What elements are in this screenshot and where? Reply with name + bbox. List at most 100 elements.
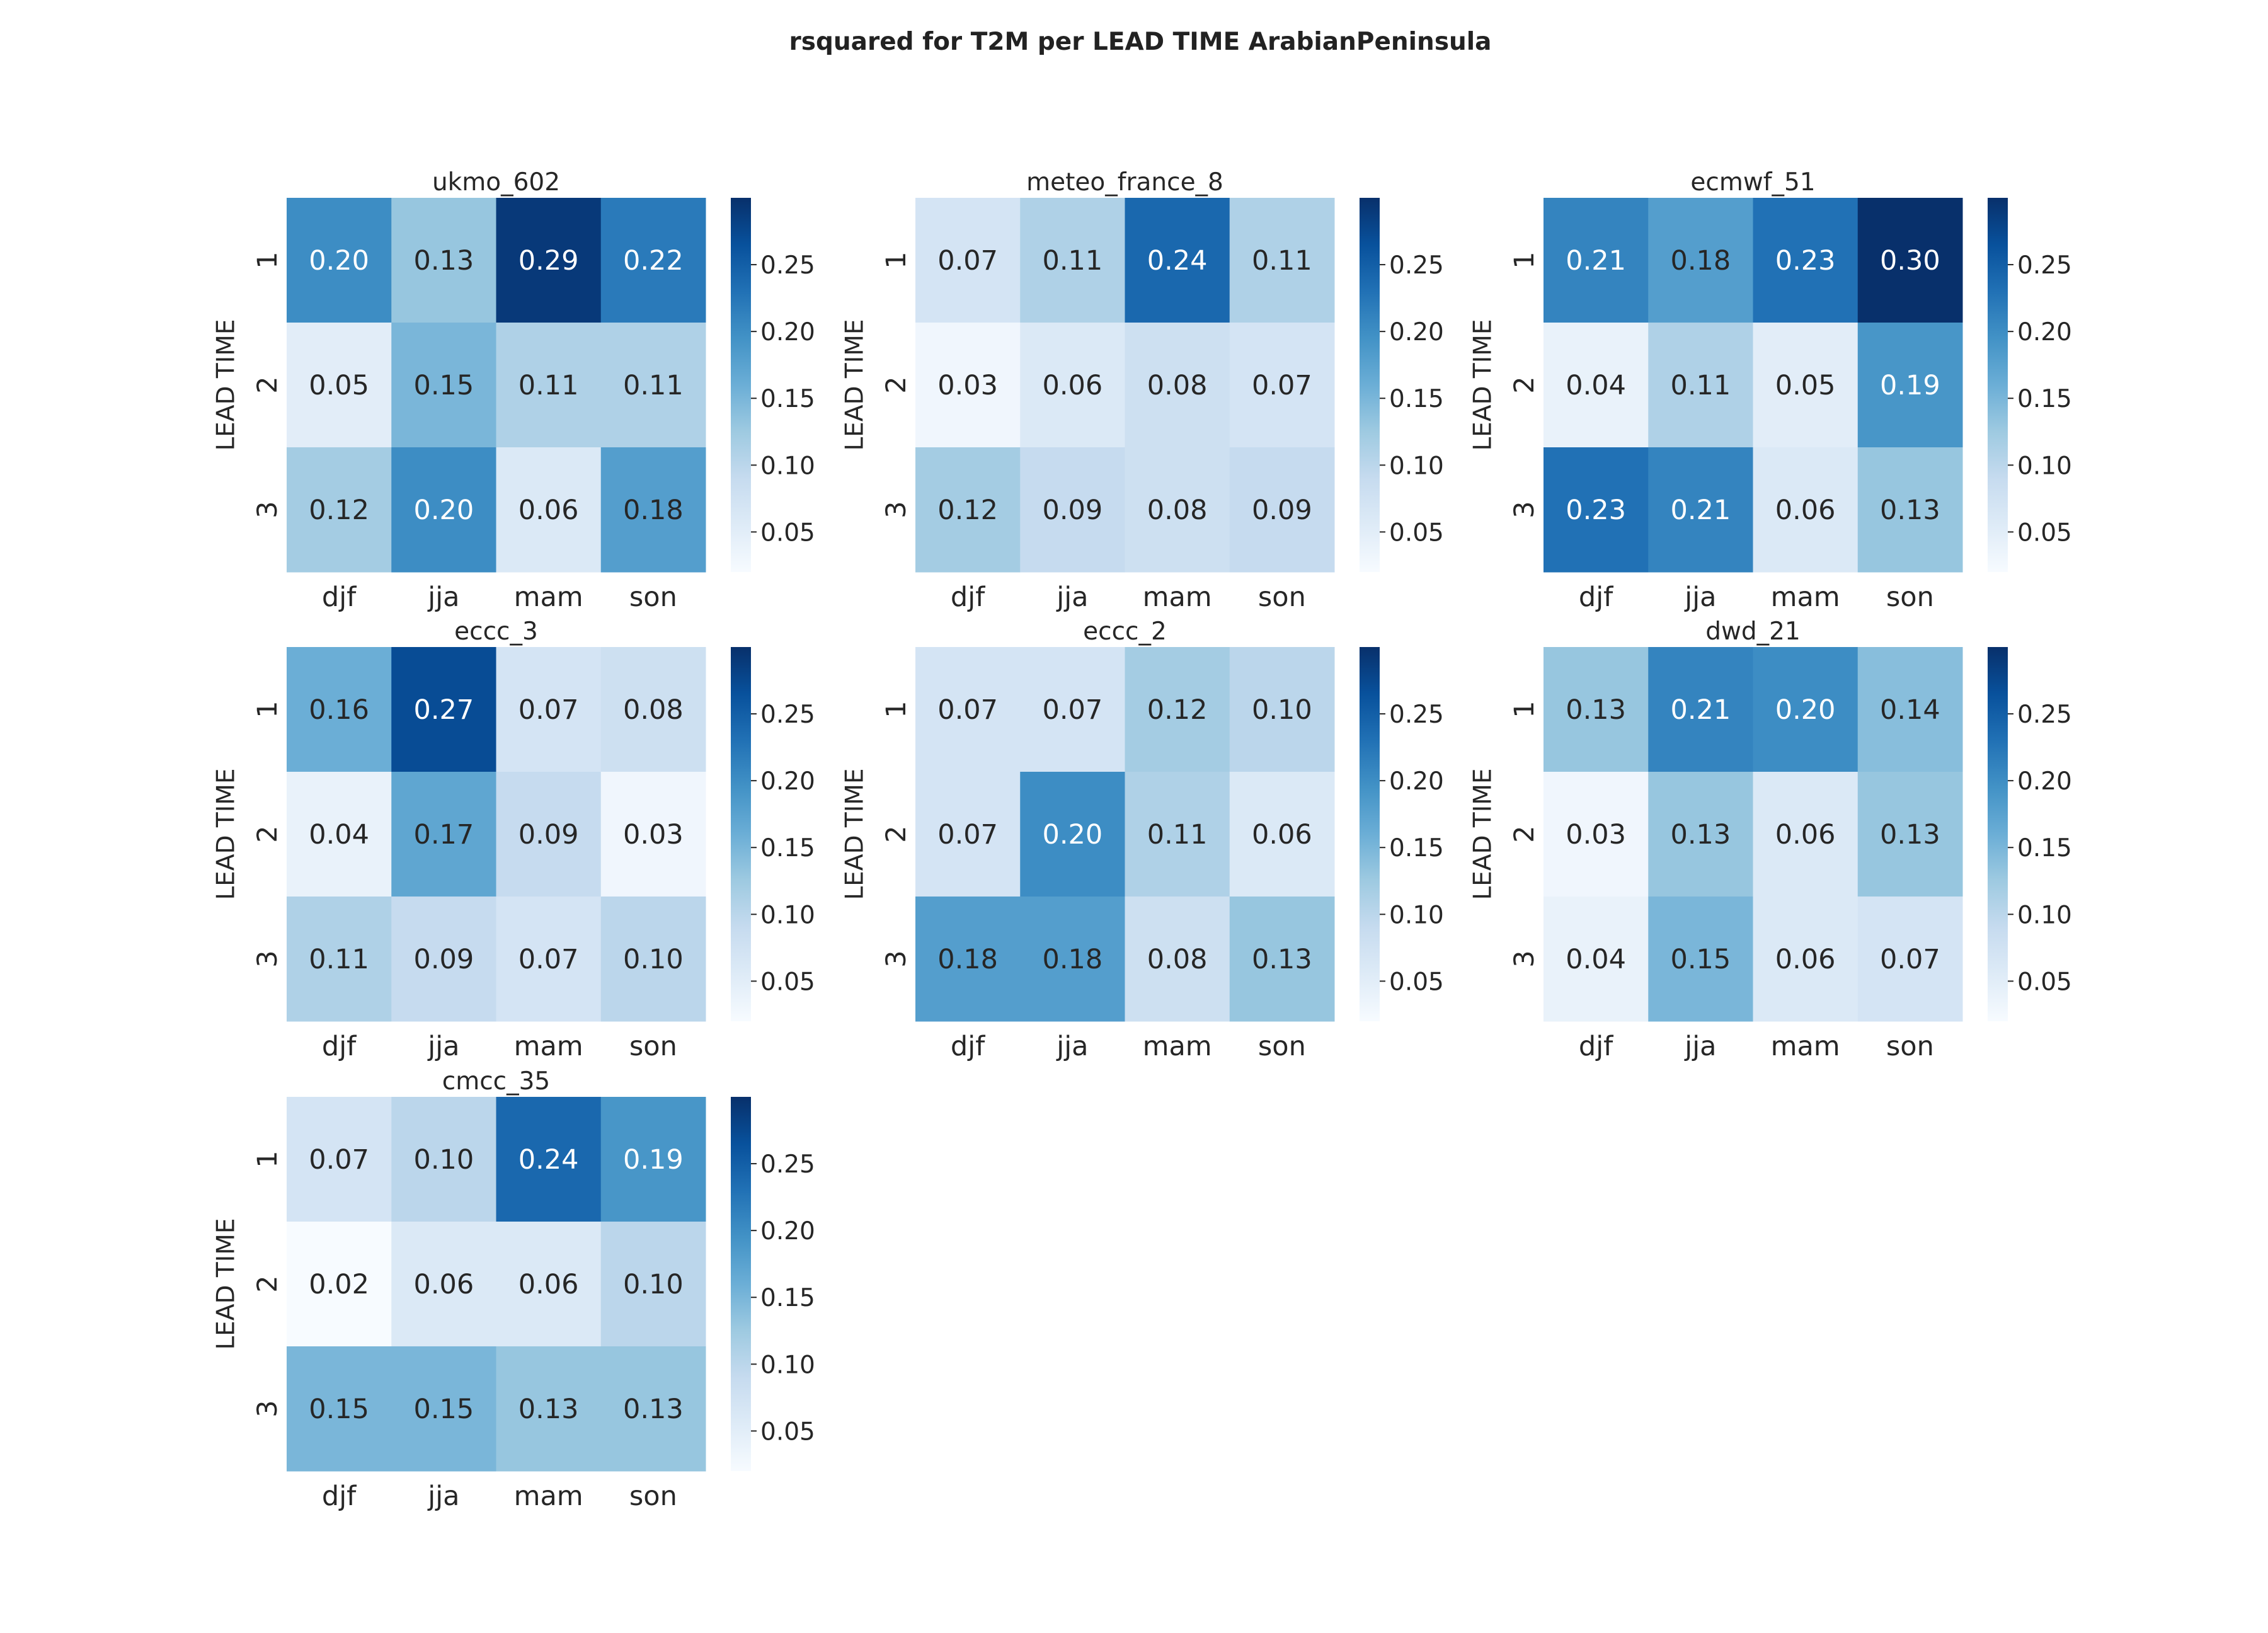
heatmap-cell [1229, 897, 1335, 1022]
heatmap-cell [1648, 772, 1753, 897]
cell-value-label: 0.18 [937, 944, 998, 975]
y-tick-label: 1 [252, 701, 284, 718]
colorbar-tick-label: 0.25 [760, 701, 815, 729]
heatmap-cell [1753, 647, 1858, 772]
heatmap-cell [287, 447, 392, 573]
y-tick-label: 2 [252, 1275, 284, 1292]
cell-value-label: 0.07 [1880, 944, 1940, 975]
heatmap-cell [1125, 447, 1230, 573]
heatmap-panel: ukmo_602 0.20 0.13 0.29 0.22 0.05 0.15 0.11 0.11… [212, 168, 815, 613]
cell-value-label: 0.11 [518, 370, 579, 401]
x-tick-label: djf [1579, 1031, 1613, 1062]
cell-value-label: 0.06 [1775, 819, 1836, 851]
heatmap-cell [391, 897, 496, 1022]
y-tick-label: 3 [252, 950, 284, 967]
cell-value-label: 0.13 [1880, 819, 1940, 851]
heatmap-cell [1857, 897, 1963, 1022]
cell-value-label: 0.04 [1566, 944, 1626, 975]
cell-value-label: 0.21 [1671, 495, 1731, 526]
heatmap-cell [1857, 772, 1963, 897]
cell-value-label: 0.08 [1147, 370, 1208, 401]
heatmap-cell [1753, 772, 1858, 897]
cell-value-label: 0.17 [414, 819, 474, 851]
heatmap-cell [1857, 447, 1963, 573]
heatmap-cell [1544, 323, 1649, 448]
cell-value-label: 0.11 [1043, 245, 1103, 277]
heatmap-cell [287, 1346, 392, 1472]
colorbar-tick-label: 0.25 [2017, 251, 2072, 280]
cell-value-label: 0.07 [937, 819, 998, 851]
y-axis-label: LEAD TIME [212, 319, 241, 450]
heatmap-cell [600, 1222, 706, 1347]
colorbar-tick-label: 0.15 [1389, 385, 1444, 413]
heatmap-cell [496, 1346, 602, 1472]
heatmap-cell [496, 198, 602, 323]
colorbar-tick-label: 0.25 [1389, 251, 1444, 280]
y-axis-label: LEAD TIME [1469, 768, 1498, 900]
heatmap-cell [496, 323, 602, 448]
heatmap-cell [496, 1222, 602, 1347]
colorbar [731, 1097, 751, 1471]
cell-value-label: 0.04 [1566, 370, 1626, 401]
cell-value-label: 0.11 [1147, 819, 1208, 851]
cell-value-label: 0.03 [937, 370, 998, 401]
cell-value-label: 0.07 [518, 694, 579, 726]
cell-value-label: 0.11 [309, 944, 369, 975]
x-tick-label: jja [427, 1481, 459, 1512]
heatmap-cell [287, 647, 392, 772]
heatmap-cell [600, 1346, 706, 1472]
cell-value-label: 0.23 [1566, 495, 1626, 526]
heatmap-cell [391, 323, 496, 448]
colorbar-tick-label: 0.20 [760, 1217, 815, 1246]
colorbar-tick-label: 0.05 [760, 968, 815, 996]
y-tick-label: 3 [252, 501, 284, 518]
heatmap-cell [1020, 323, 1125, 448]
cell-value-label: 0.07 [937, 694, 998, 726]
heatmap-panel: dwd_21 0.13 0.21 0.20 0.14 0.03 0.13 0.06 0.13 0.… [1469, 617, 2072, 1062]
x-tick-label: mam [514, 1031, 583, 1062]
cell-value-label: 0.20 [309, 245, 369, 277]
heatmap-cell [1020, 647, 1125, 772]
heatmap-cell [600, 323, 706, 448]
x-tick-label: jja [1684, 1031, 1716, 1062]
colorbar-tick-label: 0.15 [760, 834, 815, 862]
heatmap-cell [1125, 772, 1230, 897]
heatmap-cell [1229, 447, 1335, 573]
x-tick-label: son [629, 582, 677, 613]
x-tick-label: mam [1143, 1031, 1212, 1062]
cell-value-label: 0.07 [309, 1144, 369, 1176]
heatmap-cell [1544, 647, 1649, 772]
cell-value-label: 0.12 [937, 495, 998, 526]
colorbar-tick-label: 0.05 [760, 1418, 815, 1446]
cell-value-label: 0.30 [1880, 245, 1940, 277]
colorbar-tick-label: 0.20 [760, 318, 815, 347]
cell-value-label: 0.21 [1566, 245, 1626, 277]
cell-value-label: 0.02 [309, 1269, 369, 1300]
heatmap-cell [391, 1222, 496, 1347]
cell-value-label: 0.06 [1775, 944, 1836, 975]
y-tick-label: 3 [1509, 950, 1540, 967]
y-tick-label: 1 [252, 1150, 284, 1167]
colorbar-tick-label: 0.15 [2017, 385, 2072, 413]
heatmap-cell [1857, 323, 1963, 448]
cell-value-label: 0.13 [518, 1394, 579, 1425]
heatmap-cell [391, 647, 496, 772]
colorbar-tick-label: 0.20 [760, 767, 815, 796]
heatmap-panel: eccc_2 0.07 0.07 0.12 0.10 0.07 0.20 0.11 0.06 0.… [841, 617, 1444, 1062]
heatmap-cell [915, 198, 1021, 323]
cell-value-label: 0.03 [623, 819, 684, 851]
x-tick-label: djf [322, 1031, 357, 1062]
panel-title: ukmo_602 [432, 168, 560, 197]
heatmap-cell [1648, 323, 1753, 448]
heatmap-cell [1753, 447, 1858, 573]
colorbar-tick-label: 0.05 [1389, 519, 1444, 547]
x-tick-label: son [629, 1481, 677, 1512]
heatmap-cell [287, 1097, 392, 1222]
cell-value-label: 0.09 [414, 944, 474, 975]
cell-value-label: 0.07 [518, 944, 579, 975]
colorbar [731, 647, 751, 1021]
colorbar-tick-label: 0.20 [1389, 767, 1444, 796]
colorbar [731, 198, 751, 572]
y-tick-label: 3 [881, 501, 912, 518]
